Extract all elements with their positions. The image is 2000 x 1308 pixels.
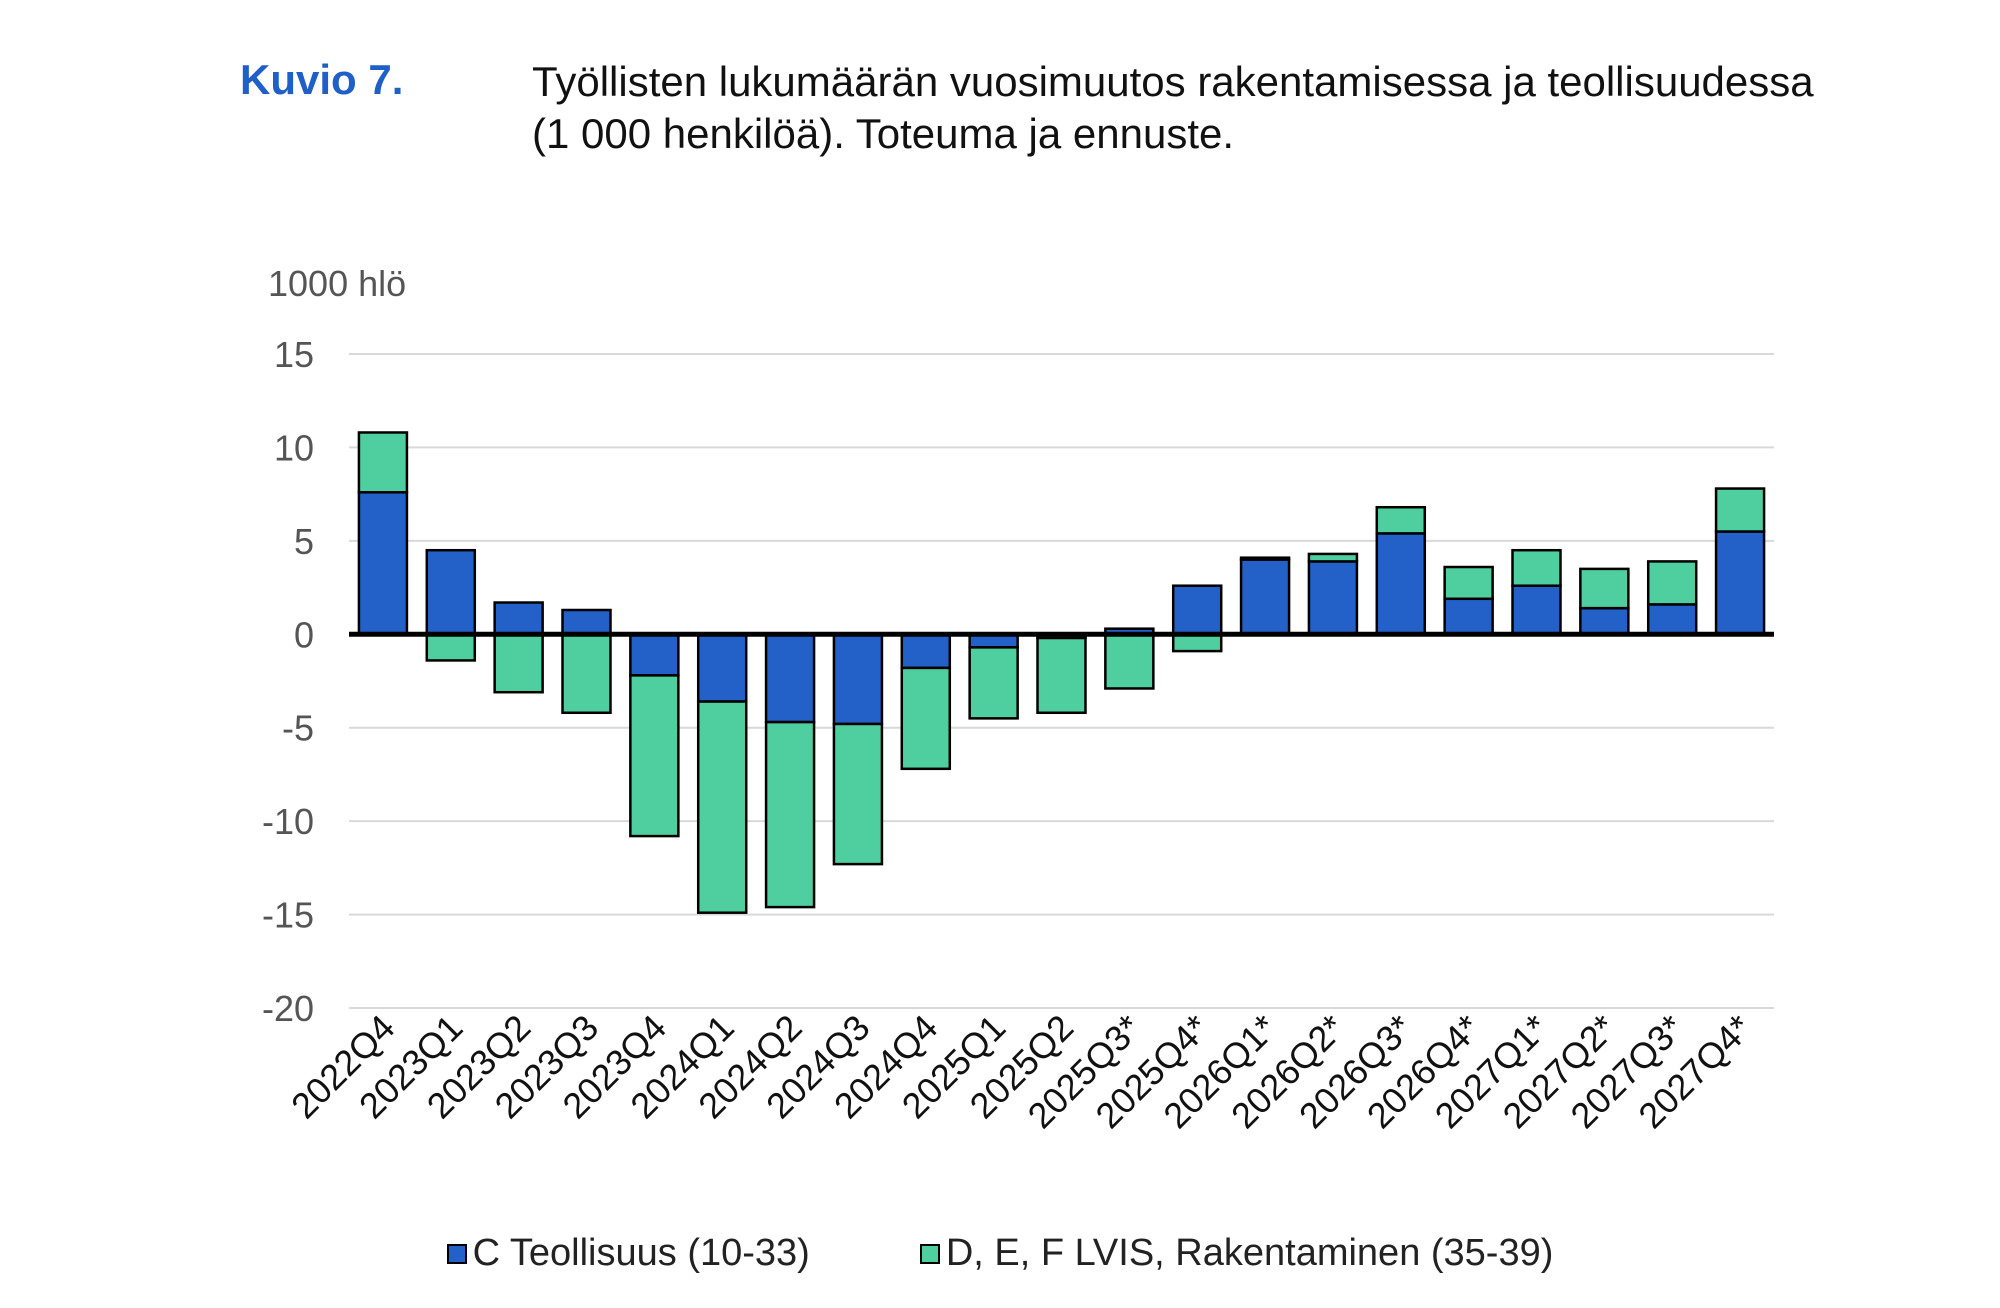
bar-rakentaminen [968, 646, 1019, 720]
y-tick-label: -20 [262, 988, 314, 1029]
bar-teollisuus [493, 601, 544, 636]
bar-rakentaminen [1646, 560, 1698, 606]
legend-label-teollisuus: C Teollisuus (10-33) [472, 1232, 810, 1274]
bar-rakentaminen [1579, 567, 1630, 610]
chart-title: Työllisten lukumäärän vuosimuutos rakent… [532, 58, 1814, 157]
bar-rakentaminen [1375, 505, 1427, 535]
bar-rakentaminen [696, 700, 748, 914]
y-tick-label: 15 [274, 334, 314, 375]
bar-rakentaminen [832, 722, 884, 866]
bar-rakentaminen [629, 674, 680, 838]
bar-teollisuus [1239, 558, 1291, 636]
legend-item-teollisuus: C Teollisuus (10-33) [446, 1232, 810, 1275]
y-tick-label: -15 [262, 895, 314, 936]
bar-rakentaminen [1307, 552, 1359, 563]
bar-teollisuus [1714, 530, 1766, 636]
bar-rakentaminen [1511, 548, 1562, 587]
legend-item-rakentaminen: D, E, F LVIS, Rakentaminen (35-39) [919, 1232, 1554, 1275]
y-tick-label: -5 [282, 708, 314, 749]
bar-rakentaminen [1104, 633, 1155, 690]
bar-rakentaminen [1239, 556, 1291, 561]
bar-teollisuus [1307, 560, 1359, 636]
y-axis-label: 1000 hlö [268, 263, 406, 304]
bar-rakentaminen [1443, 565, 1494, 601]
y-tick-label: 10 [274, 427, 314, 468]
bar-teollisuus [764, 633, 816, 724]
bar-teollisuus [629, 633, 680, 677]
legend: C Teollisuus (10-33) D, E, F LVIS, Raken… [0, 1232, 2000, 1275]
figure-label: Kuvio 7. [240, 56, 404, 103]
bar-rakentaminen [493, 633, 544, 694]
y-tick-label: 0 [294, 614, 314, 655]
bar-teollisuus [1443, 597, 1494, 636]
bar-teollisuus [1511, 584, 1562, 636]
bar-teollisuus [1579, 606, 1630, 636]
bar-teollisuus [1646, 603, 1698, 636]
bar-teollisuus [900, 633, 952, 670]
bar-teollisuus [561, 608, 612, 636]
legend-swatch-rakentaminen [919, 1243, 940, 1264]
bar-teollisuus [1171, 584, 1223, 636]
y-tick-label: 5 [294, 521, 314, 562]
bar-rakentaminen [764, 720, 816, 909]
bar-rakentaminen [561, 633, 612, 715]
bar-rakentaminen [1036, 636, 1087, 715]
bar-teollisuus [425, 548, 477, 636]
bar-teollisuus [696, 633, 748, 703]
bar-teollisuus [357, 491, 409, 636]
legend-swatch-teollisuus [446, 1243, 467, 1264]
y-tick-label: -10 [262, 801, 314, 842]
bar-rakentaminen [900, 666, 952, 771]
bar-teollisuus [832, 633, 884, 726]
bar-rakentaminen [1171, 633, 1223, 653]
bar-rakentaminen [357, 431, 409, 494]
legend-label-rakentaminen: D, E, F LVIS, Rakentaminen (35-39) [945, 1232, 1554, 1274]
bar-rakentaminen [1714, 487, 1766, 533]
bar-teollisuus [1375, 532, 1427, 636]
bar-rakentaminen [425, 633, 477, 662]
